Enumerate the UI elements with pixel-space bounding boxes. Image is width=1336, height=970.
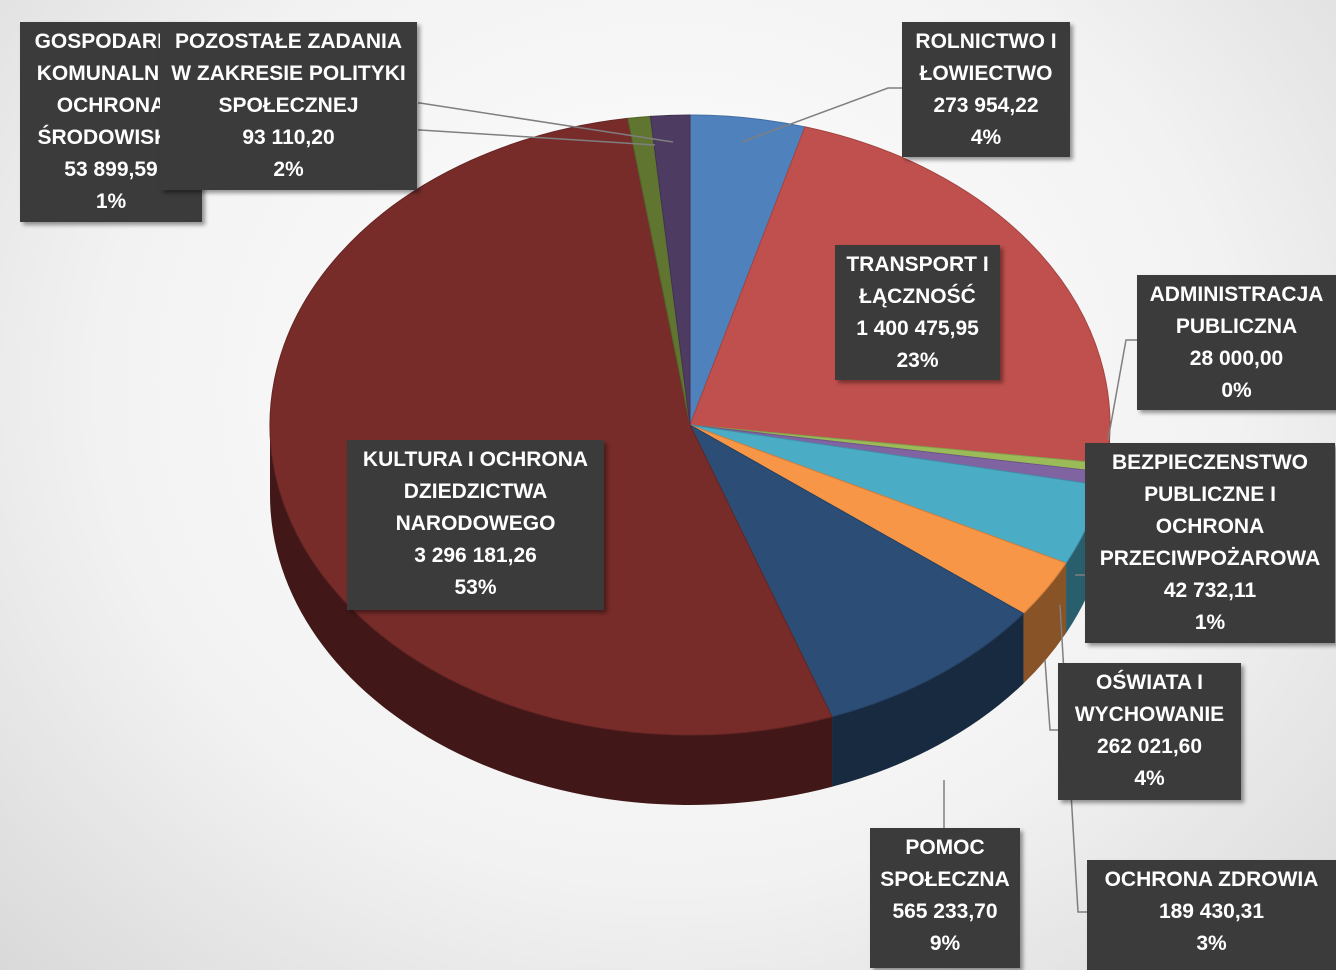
label-value: 1 400 475,95: [856, 317, 979, 340]
data-label: POMOC SPOŁECZNA 565 233,70 9%: [870, 828, 1020, 968]
label-percent: 3%: [1196, 932, 1227, 955]
pie-slice: [649, 114, 691, 426]
label-percent: 0%: [1221, 379, 1252, 402]
label-percent: 53%: [454, 576, 497, 599]
label-name: ROLNICTWO I ŁOWIECTWO: [915, 30, 1057, 85]
leader-line: [418, 129, 656, 146]
label-percent: 23%: [896, 349, 939, 372]
label-name: OŚWIATA I WYCHOWANIE: [1074, 671, 1225, 726]
label-value: 28 000,00: [1189, 347, 1284, 370]
label-value: 93 110,20: [242, 126, 335, 149]
label-name: GOSPODARKA KOMUNALNA I OCHRONA ŚRODOWISK…: [34, 30, 188, 149]
label-name: POZOSTAŁE ZADANIA W ZAKRESIE POLITYKI SP…: [171, 30, 406, 117]
leader-line: [741, 87, 902, 143]
pie-slice-side: [270, 425, 833, 805]
pie-slice: [688, 423, 1025, 718]
label-name: OCHRONA ZDROWIA: [1104, 868, 1319, 891]
label-percent: 9%: [929, 932, 961, 955]
leader-line: [1107, 339, 1137, 441]
label-percent: 4%: [1134, 767, 1165, 790]
data-label: OŚWIATA I WYCHOWANIE 262 021,60 4%: [1058, 663, 1241, 800]
data-label: POZOSTAŁE ZADANIA W ZAKRESIE POLITYKI SP…: [160, 22, 417, 190]
label-value: 273 954,22: [933, 94, 1039, 117]
label-value: 262 021,60: [1096, 735, 1203, 758]
data-label: TRANSPORT I ŁĄCZNOŚĆ 1 400 475,95 23%: [835, 245, 1000, 380]
pie-slice-side: [1023, 563, 1067, 684]
data-label: ADMINISTRACJA PUBLICZNA 28 000,00 0%: [1137, 275, 1336, 410]
label-name: TRANSPORT I ŁĄCZNOŚĆ: [846, 253, 989, 308]
pie-slice-side: [832, 613, 1024, 787]
label-percent: 1%: [1194, 611, 1226, 634]
label-value: 3 296 181,26: [414, 544, 537, 567]
label-value: 42 732,11: [1163, 579, 1257, 602]
label-percent: 2%: [273, 158, 304, 181]
data-label: KULTURA I OCHRONA DZIEDZICTWA NARODOWEGO…: [347, 440, 604, 610]
data-label: OCHRONA ZDROWIA 189 430,31 3%: [1087, 860, 1336, 970]
label-name: KULTURA I OCHRONA DZIEDZICTWA NARODOWEGO: [362, 448, 589, 535]
label-value: 53 899,59: [64, 158, 158, 181]
label-name: POMOC SPOŁECZNA: [880, 836, 1010, 891]
label-name: BEZPIECZENSTWO PUBLICZNE I OCHRONA PRZEC…: [1099, 451, 1321, 570]
leader-line: [418, 102, 674, 143]
data-label: BEZPIECZENSTWO PUBLICZNE I OCHRONA PRZEC…: [1085, 443, 1335, 643]
data-label: ROLNICTWO I ŁOWIECTWO 273 954,22 4%: [902, 22, 1070, 157]
label-name: ADMINISTRACJA PUBLICZNA: [1149, 283, 1324, 338]
label-percent: 1%: [95, 190, 127, 213]
label-percent: 4%: [970, 126, 1002, 149]
leader-line: [1044, 659, 1058, 731]
pie-tops: [269, 114, 1111, 736]
label-value: 189 430,31: [1158, 900, 1265, 923]
label-value: 565 233,70: [892, 900, 998, 923]
